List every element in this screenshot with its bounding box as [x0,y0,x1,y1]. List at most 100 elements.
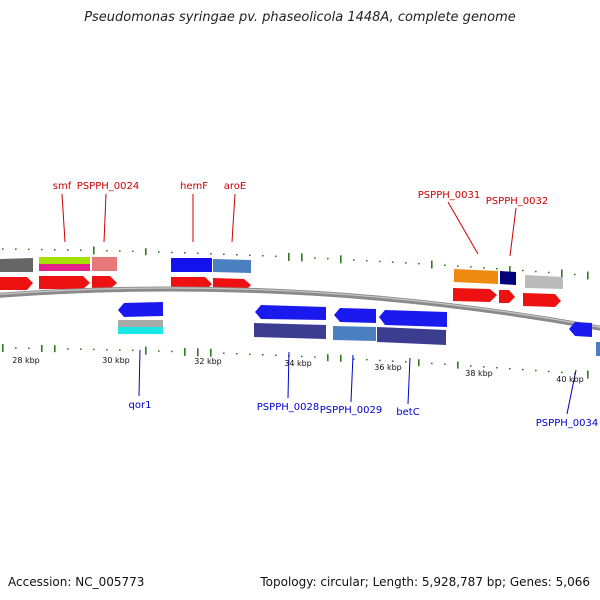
gene-label-qor1: qor1 [129,400,152,411]
gc-skew-tick [418,262,420,265]
gc-skew-tick [171,350,173,353]
gc-skew-tick [132,250,134,253]
cds-arrow [523,293,561,307]
genome-summary-text: Topology: circular; Length: 5,928,787 bp… [260,575,590,589]
cog-block [454,269,498,284]
gc-skew-tick [327,354,329,362]
gc-skew-tick [28,347,30,350]
gc-skew-tick [431,362,433,365]
gc-skew-tick [54,345,56,353]
cds-arrow [453,288,497,302]
gc-skew-tick [496,367,498,369]
cds-arrow [118,302,163,317]
gc-skew-tick [171,251,173,254]
gc-skew-tick [366,259,368,262]
gc-skew-track-top [2,246,589,280]
cog-block [118,320,163,327]
scale-tick-label: 28 kbp [12,356,40,365]
leader-PSPPH_0031 [447,201,479,255]
reverse-cds-track [118,302,592,337]
gc-skew-tick [444,363,446,365]
cds-arrow [334,308,376,323]
scale-tick-label: 36 kbp [374,363,402,372]
gc-skew-tick [405,361,407,363]
gc-skew-tick [15,248,17,250]
gc-skew-tick [522,368,524,371]
cog-block [171,258,212,272]
gc-skew-tick [223,352,225,354]
cds-arrow [379,310,447,327]
gc-skew-tick [236,254,238,256]
gc-skew-tick [197,252,199,254]
gc-skew-tick [392,261,394,263]
gc-skew-tick [509,266,511,274]
gc-skew-tick [2,248,4,250]
gc-skew-tick [509,367,511,370]
gc-skew-tick [561,371,563,374]
gc-skew-tick [483,366,485,368]
gc-skew-tick [301,355,303,358]
forward-gene-labels: smf PSPPH_0024 hemF aroE PSPPH_0031 PSPP… [53,181,548,207]
gc-skew-tick [262,255,264,257]
gene-label-PSPPH_0034: PSPPH_0034 [536,418,598,429]
gene-label-PSPPH_0032: PSPPH_0032 [486,196,548,207]
gc-skew-tick [418,359,420,367]
gc-skew-tick [314,356,316,358]
gc-skew-tick [93,348,95,351]
cog-block [333,326,376,341]
gc-skew-tick [340,255,342,264]
gc-skew-tick [249,353,251,355]
gc-skew-tick [145,346,147,355]
gc-skew-tick [15,347,17,349]
scale-tick-label: 38 kbp [465,369,493,378]
scale-tick-label: 30 kbp [102,356,130,365]
gc-skew-tick [392,360,394,362]
scale-labels: 28 kbp 30 kbp 32 kbp 34 kbp 36 kbp 38 kb… [12,356,584,384]
leader-PSPPH_0024 [103,193,107,243]
gc-skew-tick [262,354,264,356]
gc-skew-tick [301,253,303,262]
leader-betC [407,357,411,405]
cds-arrow [255,305,326,320]
cog-block [0,258,33,272]
gc-skew-tick [275,354,277,356]
gene-label-PSPPH_0028: PSPPH_0028 [257,402,319,413]
gc-skew-tick [223,253,225,255]
gene-label-PSPPH_0029: PSPPH_0029 [320,405,382,416]
cog-block [39,264,90,271]
gene-label-aroE: aroE [224,181,246,192]
cog-block [254,323,326,339]
gc-skew-tick [158,251,160,253]
gc-skew-tick [80,249,82,251]
gc-skew-tick [28,248,30,251]
leader-PSPPH_0028 [287,351,290,399]
cds-arrow [92,276,117,289]
leader-PSPPH_0032 [509,207,517,257]
gc-skew-tick [132,349,134,352]
gene-label-betC: betC [396,407,419,418]
gc-skew-tick [145,248,147,256]
gc-skew-tick [249,254,251,256]
gc-skew-tick [314,257,316,259]
leader-PSPPH_0034 [566,369,577,415]
leader-smf [61,193,66,243]
map-title: Pseudomonas syringae pv. phaseolicola 14… [84,10,516,25]
gc-skew-tick [470,266,472,268]
gc-skew-tick [327,257,329,260]
gc-skew-tick [548,370,550,373]
gc-skew-tick [587,370,589,379]
cog-block [596,342,600,356]
gc-skew-tick [210,348,212,357]
gc-skew-tick [275,255,277,257]
gc-skew-tick [561,269,563,278]
leader-PSPPH_0029 [350,354,354,403]
gc-skew-tick [106,349,108,351]
gc-skew-tick [379,260,381,263]
forward-feature-blocks [0,257,563,289]
gc-skew-tick [548,271,550,274]
cog-block [118,327,163,334]
gc-skew-tick [587,271,589,280]
gc-skew-tick [119,250,121,252]
cds-arrow [0,277,33,290]
gc-skew-tick [496,268,498,270]
